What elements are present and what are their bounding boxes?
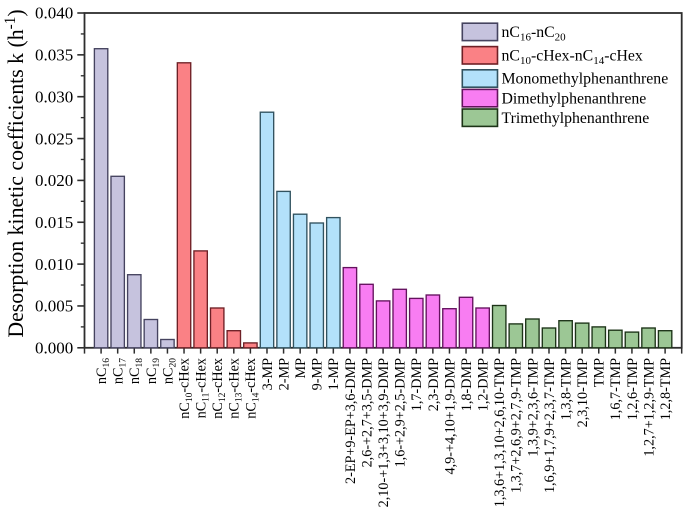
svg-text:1,2,8-TMP: 1,2,8-TMP <box>658 358 674 420</box>
svg-text:MP: MP <box>293 358 309 379</box>
svg-text:Trimethylphenanthrene: Trimethylphenanthrene <box>502 110 650 127</box>
svg-text:0.015: 0.015 <box>35 213 73 232</box>
svg-text:1,3,6+1,3,10+2,6,10-TMP: 1,3,6+1,3,10+2,6,10-TMP <box>492 358 508 507</box>
svg-text:1,3,7+2,6,9+2,7,9-TMP: 1,3,7+2,6,9+2,7,9-TMP <box>509 358 525 493</box>
svg-text:2-MP: 2-MP <box>276 358 292 390</box>
svg-text:1,6-+2,9+2,5-DMP: 1,6-+2,9+2,5-DMP <box>393 358 409 468</box>
svg-text:0.030: 0.030 <box>35 87 73 106</box>
svg-text:0.025: 0.025 <box>35 129 73 148</box>
svg-text:nC10-cHex-nC14-cHex: nC10-cHex-nC14-cHex <box>502 48 643 68</box>
svg-text:1,8-DMP: 1,8-DMP <box>459 358 475 411</box>
svg-text:2,3-DMP: 2,3-DMP <box>426 358 442 411</box>
svg-text:nC12-cHex: nC12-cHex <box>210 358 228 419</box>
svg-text:nC14-cHex: nC14-cHex <box>243 358 261 419</box>
svg-text:2-EP+9-EP+3,6-DMP: 2-EP+9-EP+3,6-DMP <box>343 358 359 484</box>
svg-text:nC18: nC18 <box>127 358 145 384</box>
svg-text:1,2,6-TMP: 1,2,6-TMP <box>625 358 641 420</box>
svg-text:2,3,10-TMP: 2,3,10-TMP <box>575 358 591 427</box>
svg-text:0.020: 0.020 <box>35 171 73 190</box>
svg-text:1,6,9+1,7,9+2,3,7-TMP: 1,6,9+1,7,9+2,3,7-TMP <box>542 358 558 493</box>
svg-text:1,2,7+1,2,9-TMP: 1,2,7+1,2,9-TMP <box>641 358 657 457</box>
svg-text:Desorption kinetic coefficient: Desorption kinetic coefficients k (h-1) <box>2 9 28 337</box>
svg-text:Dimethylphenanthrene: Dimethylphenanthrene <box>502 90 647 107</box>
svg-text:3-MP: 3-MP <box>260 358 276 390</box>
svg-text:nC17: nC17 <box>111 358 129 384</box>
svg-text:TMP: TMP <box>592 358 608 387</box>
svg-text:1,2-DMP: 1,2-DMP <box>476 358 492 411</box>
svg-text:nC16: nC16 <box>94 358 112 384</box>
svg-text:1-MP: 1-MP <box>326 358 342 390</box>
svg-text:1,3,8-TMP: 1,3,8-TMP <box>558 358 574 420</box>
svg-text:2,10-+1,3+3,10+3,9-DMP: 2,10-+1,3+3,10+3,9-DMP <box>376 358 392 507</box>
svg-text:1,6,7-TMP: 1,6,7-TMP <box>608 358 624 420</box>
svg-text:nC19: nC19 <box>144 358 162 384</box>
svg-text:nC16-nC20: nC16-nC20 <box>502 24 567 44</box>
svg-text:9-MP: 9-MP <box>310 358 326 390</box>
svg-text:1,3,9+2,3,6-TMP: 1,3,9+2,3,6-TMP <box>525 358 541 457</box>
svg-text:0.005: 0.005 <box>35 297 73 316</box>
svg-text:Monomethylphenanthrene: Monomethylphenanthrene <box>502 71 669 88</box>
svg-text:nC11-cHex: nC11-cHex <box>193 358 211 418</box>
svg-text:0.040: 0.040 <box>35 4 73 23</box>
svg-text:nC20: nC20 <box>160 358 178 384</box>
svg-text:4,9-+4,10+1,9-DMP: 4,9-+4,10+1,9-DMP <box>442 358 458 475</box>
svg-text:1,7-DMP: 1,7-DMP <box>409 358 425 411</box>
svg-text:nC10-cHex: nC10-cHex <box>177 358 195 419</box>
svg-text:2,6-+2,7+3,5-DMP: 2,6-+2,7+3,5-DMP <box>359 358 375 468</box>
svg-text:0.035: 0.035 <box>35 46 73 65</box>
svg-text:0.000: 0.000 <box>35 339 73 358</box>
svg-text:0.010: 0.010 <box>35 255 73 274</box>
svg-text:nC13-cHex: nC13-cHex <box>226 358 244 419</box>
